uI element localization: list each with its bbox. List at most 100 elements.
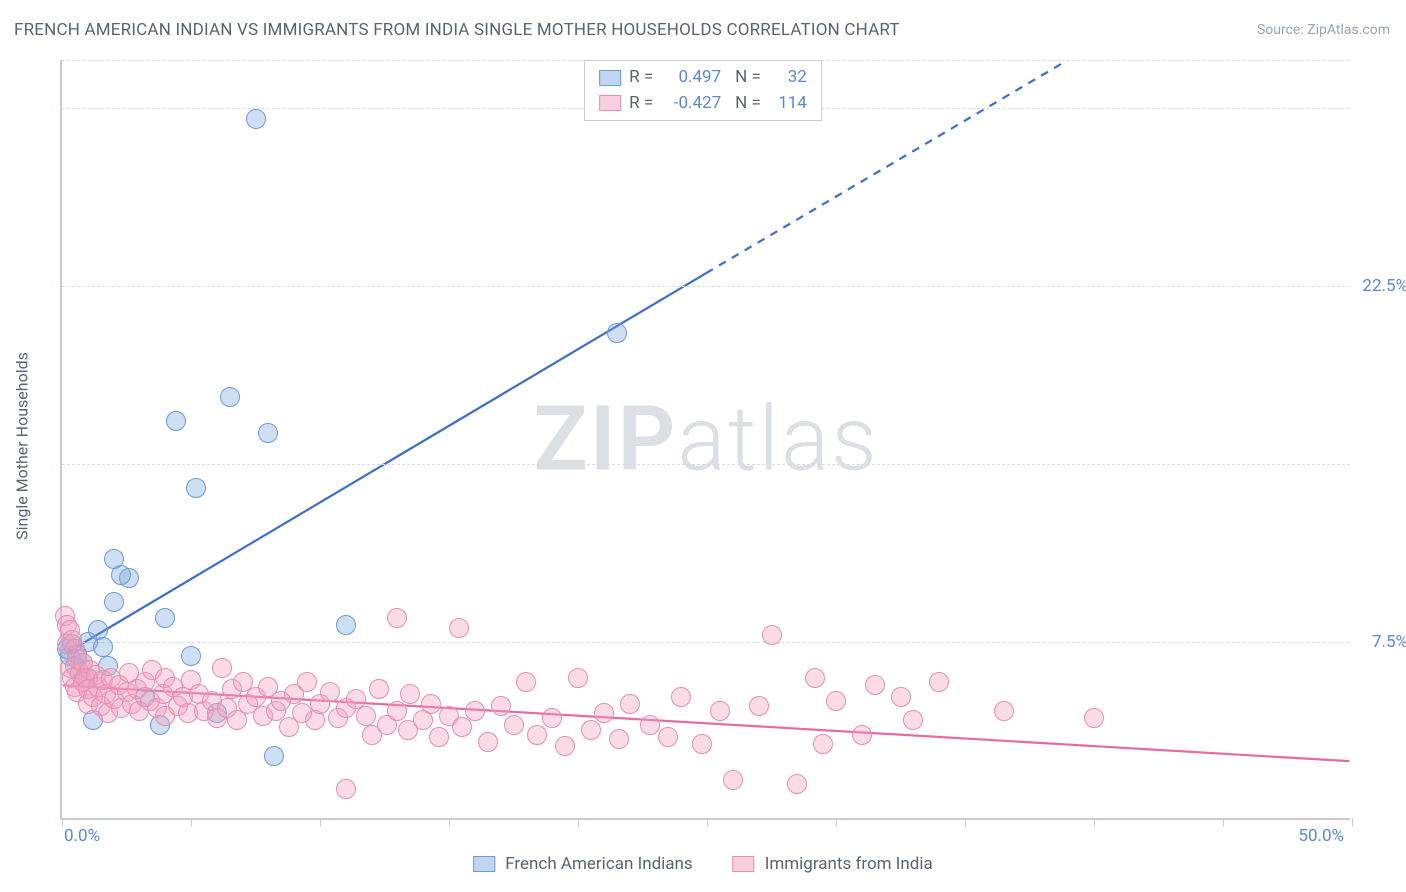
data-point [155,608,175,628]
data-point [929,672,949,692]
n-label: N = [735,91,761,117]
data-point [710,701,730,721]
y-tick-label: 22.5% [1362,276,1406,296]
data-point [516,672,536,692]
data-point [400,684,420,704]
watermark: ZIPatlas [533,387,878,492]
x-tick-label: 50.0% [1298,826,1344,846]
legend-swatch [599,95,621,111]
data-point [449,618,469,638]
legend-label: Immigrants from India [765,854,933,874]
gridline-h [62,464,1350,465]
r-label: R = [629,91,653,117]
data-point [607,323,627,343]
data-point [297,672,317,692]
chart-title: FRENCH AMERICAN INDIAN VS IMMIGRANTS FRO… [14,20,900,40]
data-point [421,694,441,714]
r-value: 0.497 [661,65,721,91]
data-point [478,732,498,752]
data-point [181,646,201,666]
data-point [246,109,266,129]
x-tick-mark [191,818,192,826]
stats-row: R = 0.497 N = 32 [599,65,807,91]
data-point [903,710,923,730]
data-point [166,411,186,431]
data-point [369,679,389,699]
y-axis-label: Single Mother Households [13,352,32,540]
data-point [609,729,629,749]
data-point [320,682,340,702]
chart-container: FRENCH AMERICAN INDIAN VS IMMIGRANTS FRO… [0,0,1406,892]
source-attribution: Source: ZipAtlas.com [1257,22,1390,38]
legend-swatch [733,856,755,872]
data-point [594,703,614,723]
data-point [749,696,769,716]
data-point [387,701,407,721]
data-point [119,568,139,588]
legend-label: French American Indians [505,854,692,874]
data-point [723,770,743,790]
data-point [212,658,232,678]
y-tick-label: 7.5% [1372,632,1406,652]
legend-item: Immigrants from India [733,854,933,874]
legend-item: French American Indians [473,854,692,874]
data-point [429,727,449,747]
watermark-light: atlas [677,387,878,492]
data-point [258,423,278,443]
series-legend: French American Indians Immigrants from I… [473,854,933,874]
x-tick-label: 0.0% [64,826,100,846]
data-point [465,701,485,721]
x-tick-mark [62,818,63,826]
data-point [692,734,712,754]
data-point [220,387,240,407]
data-point [504,715,524,735]
legend-swatch [473,856,495,872]
data-point [568,668,588,688]
data-point [542,708,562,728]
x-tick-mark [578,818,579,826]
x-tick-mark [707,818,708,826]
data-point [852,725,872,745]
data-point [186,478,206,498]
x-tick-mark [1094,818,1095,826]
gridline-h [62,642,1350,643]
data-point [264,746,284,766]
n-value: 114 [769,91,807,117]
data-point [658,727,678,747]
watermark-bold: ZIP [533,387,677,492]
n-value: 32 [769,65,807,91]
data-point [581,720,601,740]
data-point [452,717,472,737]
data-point [491,696,511,716]
data-point [336,779,356,799]
legend-swatch [599,70,621,86]
data-point [336,615,356,635]
data-point [620,694,640,714]
data-point [805,668,825,688]
data-point [640,715,660,735]
data-point [826,691,846,711]
data-point [555,736,575,756]
data-point [891,687,911,707]
data-point [1084,708,1104,728]
statistics-legend: R =0.497N =32R =-0.427N =114 [584,60,822,121]
data-point [93,637,113,657]
plot-area: ZIPatlas 7.5%22.5%0.0%50.0% [60,60,1350,820]
data-point [671,687,691,707]
data-point [813,734,833,754]
n-label: N = [735,65,761,91]
data-point [104,592,124,612]
data-point [356,706,376,726]
x-tick-mark [1352,818,1353,826]
x-tick-mark [1223,818,1224,826]
data-point [762,625,782,645]
x-tick-mark [836,818,837,826]
x-tick-mark [320,818,321,826]
data-point [787,774,807,794]
gridline-h [62,286,1350,287]
r-label: R = [629,65,653,91]
x-tick-mark [449,818,450,826]
x-tick-mark [965,818,966,826]
data-point [527,725,547,745]
data-point [865,675,885,695]
